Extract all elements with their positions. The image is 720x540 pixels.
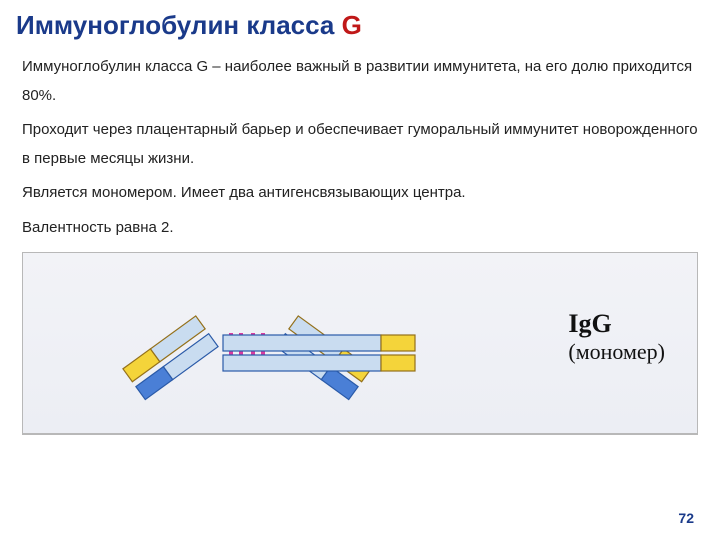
label-code: IgG xyxy=(568,309,665,339)
title-main: Иммуноглобулин класса xyxy=(16,10,342,40)
page-title: Иммуноглобулин класса G xyxy=(0,0,720,47)
paragraph: Иммуноглобулин класса G – наиболее важны… xyxy=(22,53,698,110)
paragraph: Проходит через плацентарный барьер и обе… xyxy=(22,116,698,173)
antibody-icon xyxy=(83,261,423,426)
title-letter: G xyxy=(342,10,362,40)
label-sub: (мономер) xyxy=(568,339,665,365)
paragraph: Валентность равна 2. xyxy=(22,214,698,243)
antibody-diagram: IgG (мономер) xyxy=(22,252,698,435)
diagram-label: IgG (мономер) xyxy=(568,309,665,365)
paragraph: Является мономером. Имеет два антигенсвя… xyxy=(22,179,698,208)
page-number: 72 xyxy=(678,510,694,526)
body-text: Иммуноглобулин класса G – наиболее важны… xyxy=(0,47,720,242)
